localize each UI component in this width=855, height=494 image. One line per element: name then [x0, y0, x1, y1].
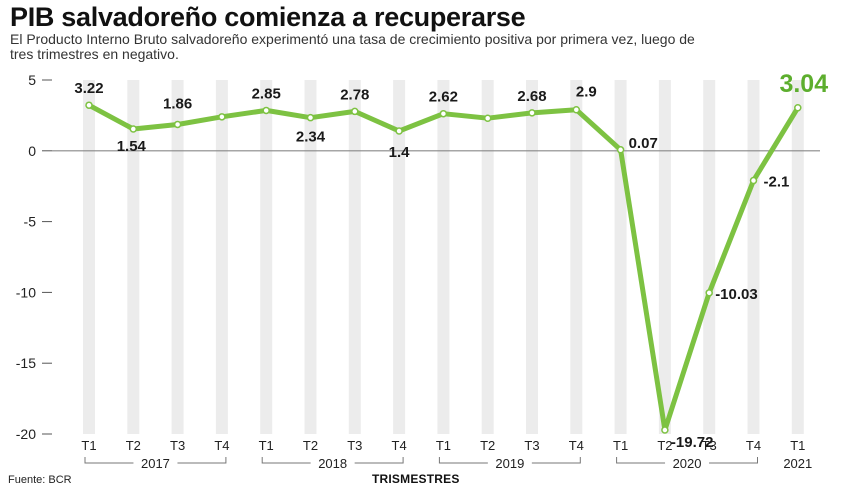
data-label: 1.86	[163, 95, 192, 112]
y-tick-label: -15	[16, 355, 36, 371]
data-point	[483, 114, 492, 122]
x-tick-label: T4	[569, 438, 584, 453]
data-point	[129, 125, 138, 133]
year-label: 2020	[673, 456, 702, 471]
data-point	[262, 106, 270, 115]
data-label: 2.62	[429, 89, 458, 106]
data-point	[572, 105, 581, 114]
y-tick-label: -10	[16, 284, 36, 300]
x-tick-label: T4	[746, 438, 761, 453]
x-axis-title: TRISMESTRES	[372, 472, 460, 486]
column-band-3	[215, 80, 228, 434]
data-point	[351, 107, 359, 116]
year-bracket-left	[261, 457, 311, 464]
x-tick-label: T4	[214, 438, 229, 453]
data-point	[616, 146, 625, 154]
column-band-12	[614, 80, 627, 434]
data-label: 1.54	[117, 138, 147, 155]
source-note: Fuente: BCR	[8, 474, 72, 486]
year-label: 2019	[495, 456, 524, 471]
data-label: 2.68	[517, 88, 546, 105]
column-band-15	[747, 80, 760, 434]
column-band-11	[570, 80, 583, 434]
x-tick-label: T2	[303, 438, 318, 453]
chart-subtitle: El Producto Interno Bruto salvadoreño ex…	[10, 31, 695, 62]
x-tick-label: T4	[392, 438, 407, 453]
data-label: 1.4	[389, 144, 411, 161]
data-label: 2.34	[296, 129, 326, 146]
column-band-7	[393, 80, 406, 434]
x-tick-label: T3	[170, 438, 185, 453]
x-tick-label: T2	[126, 438, 141, 453]
x-tick-label: T1	[81, 438, 96, 453]
column-band-6	[348, 80, 361, 434]
data-label: -19.72	[671, 434, 714, 451]
x-tick-label: T1	[790, 438, 805, 453]
x-tick-label: T3	[347, 438, 362, 453]
data-point	[749, 176, 758, 185]
year-bracket-left	[616, 457, 666, 464]
series-line-group	[85, 101, 802, 434]
year-label: 2018	[318, 456, 347, 471]
data-point	[85, 101, 93, 109]
column-band-16	[791, 80, 804, 434]
data-point	[439, 109, 448, 118]
x-tick-label: T2	[657, 438, 672, 453]
data-point	[528, 109, 536, 117]
y-tick-label: 0	[28, 143, 36, 159]
data-label: 2.78	[340, 86, 369, 103]
column-band-0	[83, 80, 95, 434]
column-bands	[83, 80, 804, 434]
year-bracket-right	[531, 457, 581, 464]
data-label: -2.1	[764, 174, 790, 191]
data-label-highlight: 3.04	[779, 70, 828, 98]
y-tick-label: 5	[28, 72, 36, 88]
column-band-9	[481, 80, 494, 434]
x-tick-label: T3	[524, 438, 539, 453]
year-bracket-right	[709, 457, 758, 464]
x-tick-label: T1	[259, 438, 274, 453]
y-tick-label: -5	[24, 214, 37, 230]
year-bracket-right	[354, 457, 404, 464]
y-tick-label: -20	[16, 426, 36, 442]
year-bracket-left	[438, 457, 488, 464]
year-bracket-left	[84, 457, 134, 464]
data-point	[794, 104, 802, 112]
column-band-5	[304, 80, 317, 434]
x-tick-label: T1	[613, 438, 628, 453]
column-band-13	[658, 80, 671, 434]
column-band-2	[171, 80, 184, 434]
data-point	[306, 113, 315, 122]
x-tick-label: T1	[436, 438, 451, 453]
column-band-10	[526, 80, 538, 434]
data-point	[218, 113, 226, 121]
x-axis: T1 T2 T3 T4 T1 T2 T3 T4 T1 T2 T3 T4 T1 T2 T3 T4 T1 2017 20…	[81, 438, 812, 471]
column-band-1	[127, 80, 140, 434]
y-axis: 5 0 -5 -10 -15 -20	[16, 72, 52, 442]
data-label: 2.85	[252, 85, 281, 102]
data-label: 3.22	[74, 80, 103, 97]
year-bracket-right	[177, 457, 227, 464]
data-point	[705, 289, 713, 297]
chart-title: PIB salvadoreño comienza a recuperarse	[10, 2, 526, 32]
column-band-8	[437, 80, 450, 434]
data-label: 2.9	[576, 84, 597, 101]
data-label: 0.07	[629, 135, 658, 152]
data-point	[661, 426, 669, 434]
column-band-14	[703, 80, 716, 434]
column-band-4	[260, 80, 273, 434]
x-tick-label: T3	[702, 438, 717, 453]
data-labels: 3.22 1.54 1.86 2.85 2.34 2.78 1.4 2.62 2.68 2.9 0.…	[74, 70, 828, 451]
x-tick-label: T2	[480, 438, 495, 453]
data-point	[395, 127, 403, 135]
year-label: 2017	[141, 456, 170, 471]
data-point	[173, 120, 182, 129]
data-label: -10.03	[715, 286, 758, 303]
year-label: 2021	[783, 456, 812, 471]
